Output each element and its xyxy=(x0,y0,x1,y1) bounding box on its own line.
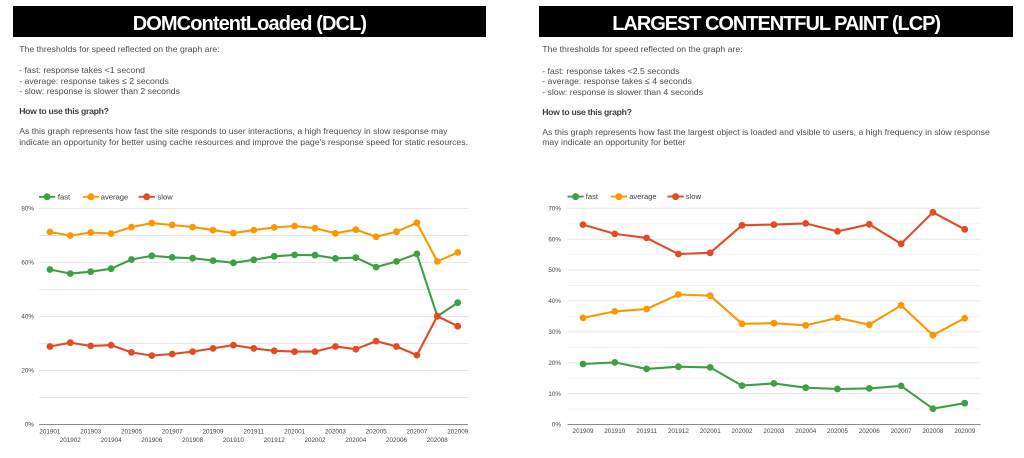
svg-text:201910: 201910 xyxy=(223,437,245,444)
svg-text:0%: 0% xyxy=(25,422,35,429)
svg-text:202004: 202004 xyxy=(795,428,817,435)
svg-text:201911: 201911 xyxy=(244,429,265,436)
svg-text:fast: fast xyxy=(58,192,71,201)
svg-text:slow: slow xyxy=(158,192,174,201)
svg-text:201911: 201911 xyxy=(636,428,657,435)
svg-text:201912: 201912 xyxy=(264,437,286,444)
svg-text:201902: 201902 xyxy=(60,437,82,444)
svg-text:201905: 201905 xyxy=(121,429,143,436)
svg-text:201909: 201909 xyxy=(202,429,224,436)
svg-text:201910: 201910 xyxy=(604,428,626,435)
svg-text:201909: 201909 xyxy=(572,428,594,435)
svg-text:average: average xyxy=(101,192,128,201)
svg-text:202007: 202007 xyxy=(406,429,428,436)
svg-text:0%: 0% xyxy=(552,422,562,429)
svg-text:201904: 201904 xyxy=(101,437,123,444)
svg-text:70%: 70% xyxy=(548,206,561,213)
svg-text:202002: 202002 xyxy=(731,428,753,435)
svg-text:202001: 202001 xyxy=(700,428,722,435)
svg-text:40%: 40% xyxy=(21,314,34,321)
svg-text:202003: 202003 xyxy=(763,428,785,435)
svg-text:20%: 20% xyxy=(21,368,34,375)
svg-text:202009: 202009 xyxy=(954,428,976,435)
svg-text:201907: 201907 xyxy=(162,429,184,436)
svg-text:202003: 202003 xyxy=(325,429,347,436)
svg-text:slow: slow xyxy=(686,192,702,201)
svg-text:202006: 202006 xyxy=(859,428,881,435)
svg-text:202009: 202009 xyxy=(447,429,469,436)
svg-text:201901: 201901 xyxy=(39,429,61,436)
svg-text:202001: 202001 xyxy=(284,429,306,436)
svg-text:fast: fast xyxy=(586,192,599,201)
svg-text:202008: 202008 xyxy=(922,428,944,435)
svg-text:average: average xyxy=(629,192,656,201)
svg-text:30%: 30% xyxy=(548,329,561,336)
svg-text:60%: 60% xyxy=(21,260,34,267)
svg-text:50%: 50% xyxy=(548,267,561,274)
svg-text:60%: 60% xyxy=(548,236,561,243)
svg-text:201906: 201906 xyxy=(141,437,163,444)
svg-text:202006: 202006 xyxy=(386,437,408,444)
svg-text:202005: 202005 xyxy=(827,428,849,435)
svg-text:202007: 202007 xyxy=(891,428,913,435)
svg-text:201912: 201912 xyxy=(668,428,690,435)
svg-text:202004: 202004 xyxy=(345,437,367,444)
svg-text:201903: 201903 xyxy=(80,429,102,436)
svg-text:20%: 20% xyxy=(548,360,561,367)
svg-text:202008: 202008 xyxy=(427,437,449,444)
svg-text:201908: 201908 xyxy=(182,437,204,444)
svg-text:202005: 202005 xyxy=(366,429,388,436)
svg-text:10%: 10% xyxy=(548,391,561,398)
svg-text:202002: 202002 xyxy=(304,437,326,444)
svg-text:40%: 40% xyxy=(548,298,561,305)
svg-text:80%: 80% xyxy=(21,206,34,213)
